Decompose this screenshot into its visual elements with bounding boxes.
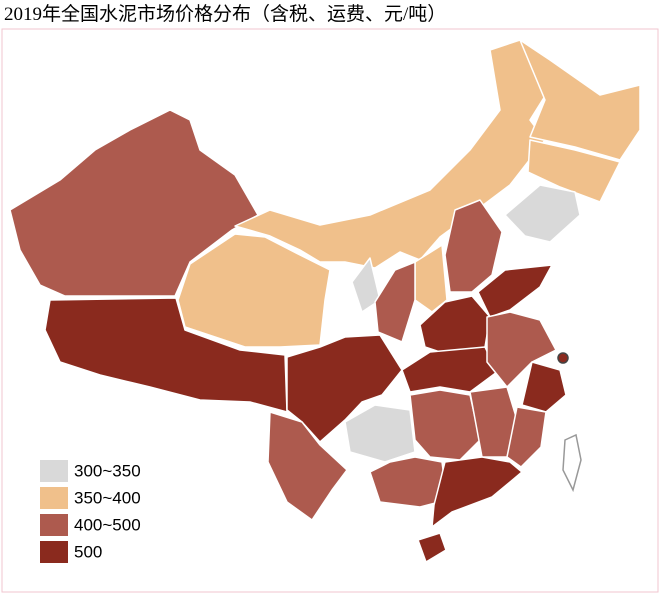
tibet <box>44 297 288 413</box>
guizhou <box>344 404 416 463</box>
legend: 300~350 350~400 400~500 500 <box>40 460 141 563</box>
xinjiang <box>9 109 259 297</box>
title: 2019年全国水泥市场价格分布（含税、运费、元/吨） <box>4 3 446 25</box>
heilongjiang <box>519 39 641 161</box>
map-frame <box>1 28 659 593</box>
legend-label: 300~350 <box>74 461 141 480</box>
legend-swatch <box>40 460 68 482</box>
hubei <box>401 346 498 393</box>
legend-swatch <box>40 514 68 536</box>
legend-label: 350~400 <box>74 488 141 507</box>
china-map <box>9 39 641 563</box>
hainan <box>417 532 447 563</box>
zhejiang <box>521 361 567 413</box>
fujian <box>506 406 547 468</box>
legend-swatch <box>40 487 68 509</box>
guangdong <box>431 456 523 528</box>
qinghai <box>177 233 331 348</box>
hunan <box>409 389 481 461</box>
taiwan <box>562 433 582 493</box>
jilin <box>527 139 621 203</box>
anhui-jiangsu <box>486 311 557 388</box>
legend-swatch <box>40 541 68 563</box>
shanghai <box>557 352 569 364</box>
yunnan <box>267 411 348 521</box>
liaoning <box>504 184 581 243</box>
legend-label: 400~500 <box>74 515 141 534</box>
gansu-inner-mongolia <box>234 39 556 269</box>
sichuan <box>286 334 403 443</box>
shaanxi <box>374 261 416 343</box>
legend-label: 500 <box>74 542 102 561</box>
hebei <box>444 199 503 293</box>
